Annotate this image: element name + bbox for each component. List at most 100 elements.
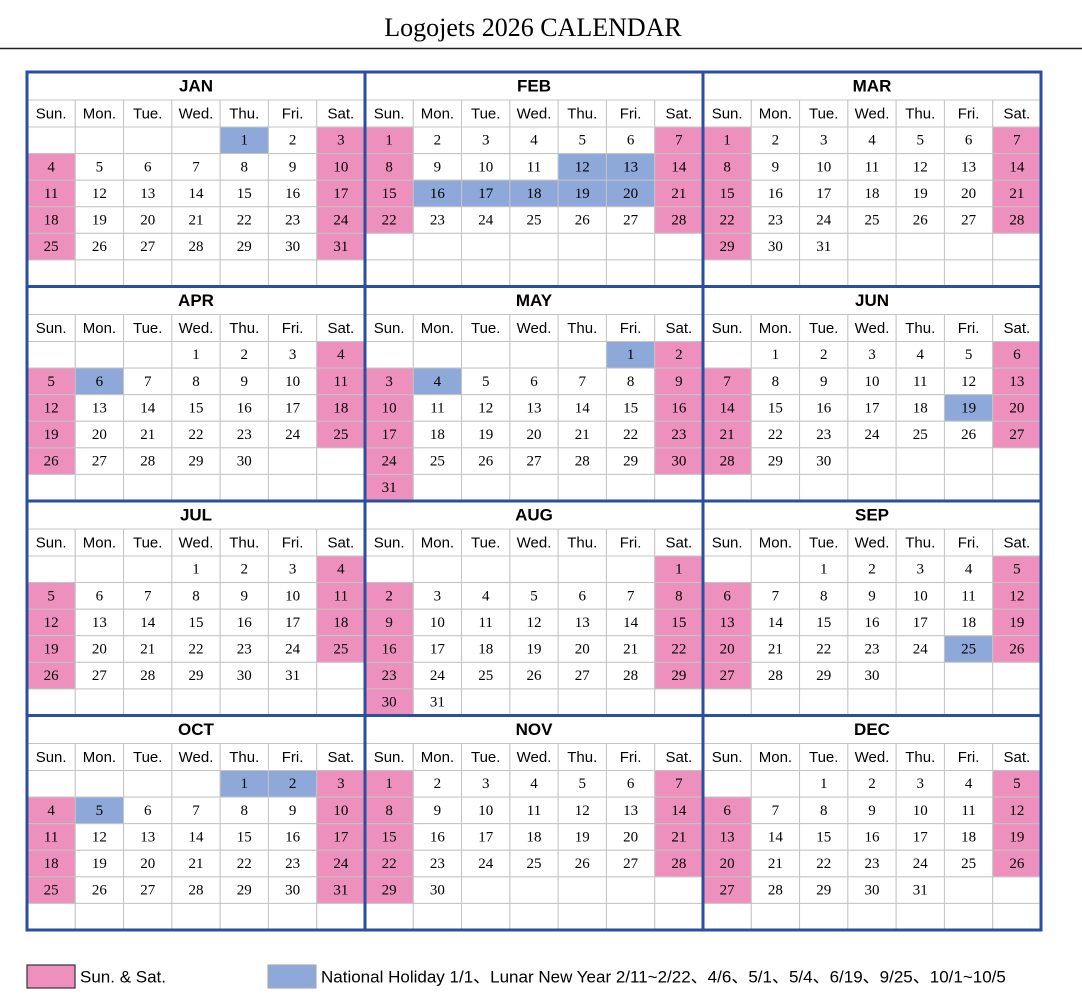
day-cell — [605, 796, 656, 825]
header-cell — [509, 528, 559, 557]
day-cell — [219, 688, 269, 717]
day-number: 15 — [720, 186, 735, 202]
day-number: 9 — [434, 159, 442, 175]
day-number: 1 — [241, 776, 249, 792]
day-cell — [557, 876, 607, 904]
day-number: 1 — [385, 133, 393, 149]
day-name: Tue. — [471, 320, 500, 337]
day-number: 11 — [478, 615, 492, 631]
day-name: Sat. — [666, 749, 693, 766]
day-number: 7 — [772, 803, 780, 819]
header-cell — [799, 314, 849, 342]
day-number: 5 — [579, 776, 587, 792]
day-cell — [316, 823, 366, 851]
header-cell — [267, 743, 318, 771]
day-number: 9 — [820, 374, 828, 390]
header-cell — [605, 743, 656, 771]
day-cell — [750, 126, 801, 155]
day-number: 28 — [140, 668, 155, 684]
day-number: 21 — [140, 641, 155, 657]
header-cell — [123, 528, 173, 557]
day-cell — [750, 876, 801, 904]
day-cell — [702, 341, 752, 369]
day-cell — [799, 770, 849, 798]
day-name: Fri. — [958, 749, 980, 766]
day-cell — [992, 447, 1042, 475]
day-cell — [702, 688, 752, 717]
day-number: 17 — [816, 186, 832, 202]
day-cell — [461, 555, 511, 584]
day-number: 4 — [868, 133, 876, 149]
day-cell — [654, 876, 704, 904]
day-number: 23 — [430, 212, 445, 228]
day-number: 5 — [917, 133, 925, 149]
header-cell — [992, 528, 1042, 557]
day-cell — [799, 555, 849, 584]
holiday-cell — [557, 153, 607, 181]
day-cell — [992, 126, 1042, 155]
header-cell — [702, 743, 752, 771]
day-number: 18 — [44, 212, 59, 228]
day-number: 21 — [575, 427, 590, 443]
day-number: 6 — [144, 159, 152, 175]
day-number: 20 — [140, 856, 155, 872]
day-number: 21 — [671, 829, 686, 845]
day-cell — [461, 473, 511, 502]
day-number: 2 — [241, 347, 249, 363]
day-number: 13 — [1009, 374, 1024, 390]
day-cell — [799, 823, 849, 851]
day-number: 8 — [820, 803, 828, 819]
day-cell — [557, 367, 607, 396]
day-cell — [847, 179, 897, 208]
day-number: 26 — [527, 668, 543, 684]
day-cell — [26, 902, 76, 931]
day-cell — [605, 876, 656, 904]
day-name: Fri. — [620, 105, 642, 122]
day-name: Fri. — [282, 320, 304, 337]
day-name: Fri. — [282, 105, 304, 122]
day-number: 1 — [820, 562, 828, 578]
day-number: 8 — [241, 803, 249, 819]
day-number: 23 — [285, 212, 300, 228]
day-number: 15 — [189, 615, 204, 631]
day-number: 6 — [96, 588, 104, 604]
day-cell — [557, 688, 607, 717]
day-number: 10 — [865, 374, 880, 390]
day-cell — [364, 796, 414, 825]
day-cell — [219, 876, 269, 904]
day-name: Tue. — [809, 749, 838, 766]
day-number: 4 — [482, 588, 490, 604]
day-cell — [26, 126, 76, 155]
day-number: 30 — [671, 454, 686, 470]
day-cell — [605, 688, 656, 717]
day-number: 10 — [333, 159, 348, 175]
day-cell — [364, 661, 414, 690]
day-cell — [219, 394, 269, 422]
day-number: 18 — [961, 615, 976, 631]
day-number: 27 — [1009, 427, 1025, 443]
header-cell — [171, 314, 221, 342]
day-number: 7 — [144, 588, 152, 604]
legend-swatch — [267, 964, 317, 989]
header-cell — [895, 314, 945, 342]
day-name: Thu. — [229, 320, 259, 337]
day-name: Mon. — [421, 320, 454, 337]
day-number: 29 — [671, 668, 686, 684]
day-number: 4 — [965, 562, 973, 578]
day-name: Sun. — [712, 320, 743, 337]
day-cell — [750, 367, 801, 396]
day-cell — [509, 341, 559, 369]
day-cell — [895, 876, 945, 904]
day-name: Thu. — [905, 320, 935, 337]
day-cell — [219, 555, 269, 584]
day-number: 2 — [868, 562, 876, 578]
day-cell — [364, 608, 414, 637]
day-number: 23 — [671, 427, 686, 443]
day-number: 16 — [430, 829, 446, 845]
day-cell — [799, 341, 849, 369]
day-cell — [171, 367, 221, 396]
day-name: Sat. — [328, 105, 355, 122]
day-number: 12 — [913, 159, 928, 175]
day-cell — [750, 770, 801, 798]
day-number: 3 — [868, 347, 876, 363]
